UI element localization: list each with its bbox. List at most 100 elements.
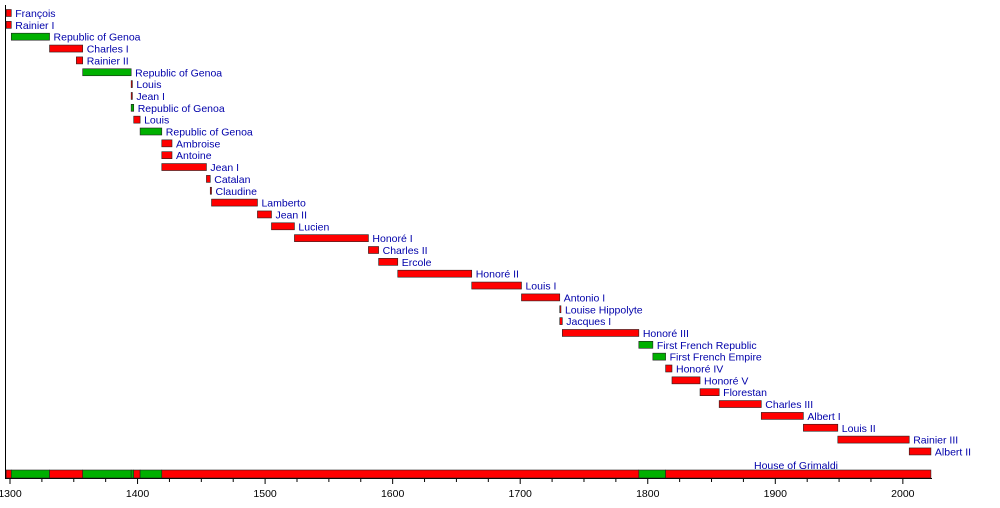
reign-bar bbox=[837, 435, 910, 444]
reign-bar bbox=[211, 198, 258, 207]
reign-bar bbox=[559, 317, 563, 325]
timeline-entry: Albert II bbox=[908, 446, 971, 458]
reign-bar bbox=[397, 269, 473, 278]
reign-bar bbox=[161, 163, 207, 171]
timeline-entry: Louis bbox=[133, 115, 169, 127]
reign-label: Republic of Genoa bbox=[138, 103, 225, 115]
reign-bar bbox=[133, 115, 141, 124]
reign-label: Louis bbox=[136, 79, 161, 91]
timeline-entry: Louis I bbox=[471, 281, 556, 293]
reign-label: Honoré V bbox=[704, 375, 748, 387]
reign-label: Florestan bbox=[723, 387, 767, 399]
reign-label: Honoré IV bbox=[676, 364, 723, 376]
reign-label: Antoine bbox=[176, 150, 212, 162]
timeline-entry: Louis II bbox=[803, 423, 876, 435]
reign-bar bbox=[209, 186, 212, 195]
reign-bar bbox=[161, 139, 173, 148]
reign-label: Jean I bbox=[210, 162, 239, 174]
reign-label: Jean II bbox=[275, 209, 307, 221]
timeline-entry: Lamberto bbox=[211, 198, 306, 210]
reign-bar bbox=[471, 281, 522, 290]
reign-label: Rainier II bbox=[87, 55, 129, 67]
reign-label: Louis bbox=[144, 115, 169, 127]
x-tick-label: 1900 bbox=[764, 488, 788, 500]
timeline-entry: Ercole bbox=[378, 257, 432, 269]
timeline-entry: Florestan bbox=[699, 387, 767, 399]
reign-bar bbox=[257, 210, 272, 219]
reign-label: Ercole bbox=[402, 257, 432, 269]
timeline-entry: Jacques I bbox=[559, 316, 611, 328]
reign-label: Louise Hippolyte bbox=[565, 304, 643, 316]
timeline-entry: Lucien bbox=[271, 221, 330, 233]
timeline-entry: Charles III bbox=[718, 399, 813, 411]
reign-bar bbox=[718, 400, 762, 408]
reign-label: Honoré II bbox=[476, 269, 519, 281]
timeline-entry: Jean I bbox=[130, 91, 165, 103]
reign-label: Rainier I bbox=[15, 20, 54, 32]
timeline-entry: Republic of Genoa bbox=[139, 127, 253, 139]
reign-label: Claudine bbox=[216, 186, 258, 198]
reign-bar bbox=[378, 258, 399, 266]
reign-bar bbox=[699, 388, 720, 397]
summary-segment bbox=[130, 469, 135, 479]
reign-label: Albert I bbox=[807, 411, 840, 423]
reign-bar bbox=[294, 234, 369, 242]
reign-label: Albert II bbox=[935, 446, 971, 458]
summary-segment bbox=[638, 469, 666, 479]
reign-label: Charles II bbox=[383, 245, 428, 257]
timeline-entry: Antonio I bbox=[521, 292, 605, 304]
reign-label: Catalan bbox=[214, 174, 250, 186]
reign-label: Antonio I bbox=[564, 292, 605, 304]
reign-bar bbox=[130, 80, 133, 88]
reign-bar bbox=[49, 44, 84, 53]
timeline-entry: Louise Hippolyte bbox=[559, 304, 643, 316]
reign-bar bbox=[130, 104, 135, 112]
timeline-entry: François bbox=[5, 8, 56, 20]
timeline-entry: Albert I bbox=[760, 411, 841, 423]
summary-segment bbox=[82, 469, 132, 479]
x-tick-label: 1300 bbox=[0, 488, 22, 500]
reign-bar bbox=[908, 447, 932, 456]
reign-bar bbox=[76, 56, 84, 65]
x-tick-label: 2000 bbox=[891, 488, 915, 500]
reign-label: Ambroise bbox=[176, 138, 221, 150]
reign-label: First French Republic bbox=[657, 340, 757, 352]
reign-bar bbox=[139, 127, 163, 136]
reign-bar bbox=[271, 222, 295, 231]
timeline-entry: First French Republic bbox=[638, 340, 757, 352]
reign-bar bbox=[671, 376, 701, 385]
reign-label: Lamberto bbox=[261, 198, 306, 210]
reign-bar bbox=[130, 92, 133, 100]
reign-label: Republic of Genoa bbox=[135, 67, 222, 79]
timeline-entry: Rainier I bbox=[5, 20, 54, 32]
summary-segment bbox=[5, 469, 12, 479]
reign-label: Lucien bbox=[298, 221, 329, 233]
timeline-entry: Republic of Genoa bbox=[130, 103, 225, 115]
reign-bar bbox=[161, 151, 173, 159]
summary-segment bbox=[665, 469, 932, 479]
timeline-entry: Honoré II bbox=[397, 269, 519, 281]
reign-label: Republic of Genoa bbox=[54, 32, 141, 44]
reign-bar bbox=[10, 32, 50, 41]
reign-label: Charles III bbox=[765, 399, 813, 411]
summary-segment bbox=[139, 469, 163, 479]
reign-label: Jacques I bbox=[566, 316, 611, 328]
timeline-entry: Honoré V bbox=[671, 375, 748, 387]
reign-label: Honoré III bbox=[643, 328, 689, 340]
summary-segment bbox=[49, 469, 84, 479]
reign-bar bbox=[368, 246, 379, 254]
reign-label: First French Empire bbox=[670, 352, 762, 364]
reign-label: Charles I bbox=[87, 44, 129, 56]
reign-bar bbox=[665, 364, 673, 373]
timeline-entry: Claudine bbox=[209, 186, 258, 198]
reign-bar bbox=[5, 9, 12, 17]
reign-label: Rainier III bbox=[913, 435, 958, 447]
reign-bar bbox=[561, 329, 640, 337]
reign-bar bbox=[521, 293, 561, 302]
summary-segment bbox=[133, 469, 141, 479]
reign-bar bbox=[652, 352, 666, 361]
x-tick-label: 1600 bbox=[381, 488, 405, 500]
reign-bar bbox=[206, 175, 211, 183]
timeline-entry: Charles I bbox=[49, 44, 129, 56]
reign-bar bbox=[760, 412, 804, 420]
